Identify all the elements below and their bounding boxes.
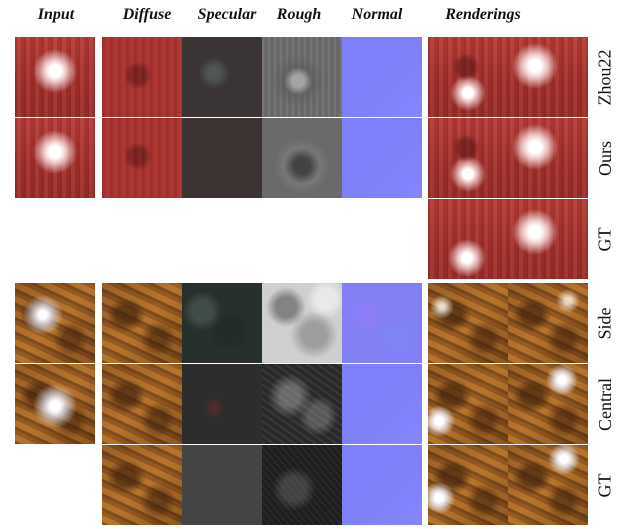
header-normal: Normal: [351, 6, 403, 23]
rendering-1-zhou22: [428, 37, 508, 117]
row-label-ours: Ours: [594, 140, 615, 176]
rendering-1-ours: [428, 118, 508, 198]
roughness-map-ours: [262, 118, 342, 198]
diffuse-map-side: [102, 283, 182, 363]
specular-map-central: [182, 364, 262, 444]
rendering-2-gt-red: [508, 199, 588, 279]
input-image-zhou22: [15, 37, 95, 117]
normal-map-central: [342, 364, 422, 444]
row-label-gt-red: GT: [594, 227, 615, 251]
header-specular: Specular: [197, 6, 257, 23]
normal-map-zhou22: [342, 37, 422, 117]
roughness-map-side: [262, 283, 342, 363]
roughness-map-zhou22: [262, 37, 342, 117]
diffuse-map-zhou22: [102, 37, 182, 117]
input-image-central: [15, 364, 95, 444]
rendering-2-gt-wood: [508, 445, 588, 525]
specular-map-ours: [182, 118, 262, 198]
rendering-2-side: [508, 283, 588, 363]
specular-map-side: [182, 283, 262, 363]
rendering-2-zhou22: [508, 37, 588, 117]
header-diffuse: Diffuse: [122, 6, 172, 23]
rendering-1-central: [428, 364, 508, 444]
rendering-2-ours: [508, 118, 588, 198]
rendering-1-gt-red: [428, 199, 508, 279]
input-image-side: [15, 283, 95, 363]
row-label-gt-wood: GT: [594, 473, 615, 497]
input-image-ours: [15, 118, 95, 198]
row-label-side: Side: [594, 306, 615, 340]
normal-map-gt-wood: [342, 445, 422, 525]
rendering-1-side: [428, 283, 508, 363]
diffuse-map-central: [102, 364, 182, 444]
rendering-1-gt-wood: [428, 445, 508, 525]
roughness-map-gt-wood: [262, 445, 342, 525]
roughness-map-central: [262, 364, 342, 444]
rendering-2-central: [508, 364, 588, 444]
specular-map-zhou22: [182, 37, 262, 117]
row-label-central: Central: [594, 377, 615, 431]
row-label-zhou22: Zhou22: [594, 49, 615, 105]
header-input: Input: [37, 6, 75, 23]
normal-map-side: [342, 283, 422, 363]
header-renderings: Renderings: [445, 6, 521, 23]
header-rough: Rough: [276, 6, 322, 23]
specular-map-gt-wood: [182, 445, 262, 525]
normal-map-ours: [342, 118, 422, 198]
diffuse-map-ours: [102, 118, 182, 198]
diffuse-map-gt-wood: [102, 445, 182, 525]
